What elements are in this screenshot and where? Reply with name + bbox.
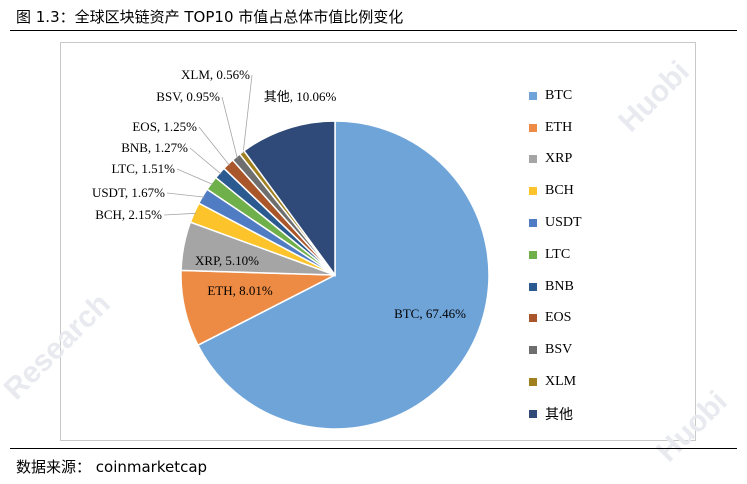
legend-swatch <box>529 314 537 323</box>
pie-slice-BTC <box>196 120 490 430</box>
legend-swatch <box>529 378 537 387</box>
legend-swatch <box>529 219 537 228</box>
legend-swatch <box>529 91 537 100</box>
legend-label: 其他 <box>545 407 573 423</box>
legend-item-USDT: USDT <box>529 207 649 239</box>
legend-swatch <box>529 409 537 418</box>
legend-item-BCH: BCH <box>529 175 649 207</box>
data-label-BTC: BTC, 67.46% <box>394 306 466 321</box>
pie-slice-其他 <box>242 120 336 278</box>
legend-label: ETH <box>545 119 573 135</box>
legend-swatch <box>529 282 537 291</box>
legend-label: BNB <box>545 278 574 294</box>
legend-label: BCH <box>545 183 574 199</box>
data-label-XRP: XRP, 5.10% <box>195 253 259 268</box>
leader-line-XLM <box>242 74 253 155</box>
leader-line-EOS <box>198 126 230 166</box>
legend-label: XRP <box>545 151 573 167</box>
data-label-ETH: ETH, 8.01% <box>207 283 273 298</box>
legend-label: XLM <box>545 374 577 390</box>
legend-swatch <box>529 346 537 355</box>
bottom-rule <box>10 448 737 449</box>
leader-line-USDT <box>166 192 205 198</box>
legend-swatch <box>529 250 537 259</box>
legend-item-BTC: BTC <box>529 80 649 112</box>
legend-label: USDT <box>545 215 582 231</box>
chart-legend: BTC ETH XRP BCH USDT LTC BNB EOS BSV XLM 其他 <box>529 80 649 430</box>
data-label-BNB: BNB, 1.27% <box>121 140 188 155</box>
data-label-BCH: BCH, 2.15% <box>95 207 162 222</box>
leader-line-BSV <box>221 96 238 159</box>
data-label-BSV: BSV, 0.95% <box>156 89 220 104</box>
legend-label: LTC <box>545 246 571 262</box>
legend-swatch <box>529 155 537 164</box>
legend-label: EOS <box>545 310 572 326</box>
data-source: 数据来源： coinmarketcap <box>16 458 208 476</box>
top-rule <box>10 30 737 31</box>
data-label-LTC: LTC, 1.51% <box>112 161 176 176</box>
legend-swatch <box>529 123 537 132</box>
legend-swatch <box>529 187 537 196</box>
leader-line-BCH <box>163 212 197 216</box>
legend-label: BSV <box>545 342 573 358</box>
legend-item-其他: 其他 <box>529 398 649 430</box>
legend-item-BNB: BNB <box>529 271 649 303</box>
data-label-EOS: EOS, 1.25% <box>132 119 197 134</box>
legend-item-XLM: XLM <box>529 366 649 398</box>
data-label-USDT: USDT, 1.67% <box>92 185 165 200</box>
legend-item-EOS: EOS <box>529 303 649 335</box>
legend-item-LTC: LTC <box>529 239 649 271</box>
leader-line-LTC <box>176 168 214 185</box>
data-label-其他: 其他, 10.06% <box>264 89 337 104</box>
data-label-XLM: XLM, 0.56% <box>181 67 250 82</box>
leader-line-BNB <box>189 147 222 175</box>
legend-item-XRP: XRP <box>529 144 649 176</box>
legend-label: BTC <box>545 87 573 103</box>
figure-caption: 图 1.3：全球区块链资产 TOP10 市值占总体市值比例变化 <box>16 8 404 26</box>
legend-item-BSV: BSV <box>529 334 649 366</box>
legend-item-ETH: ETH <box>529 112 649 144</box>
